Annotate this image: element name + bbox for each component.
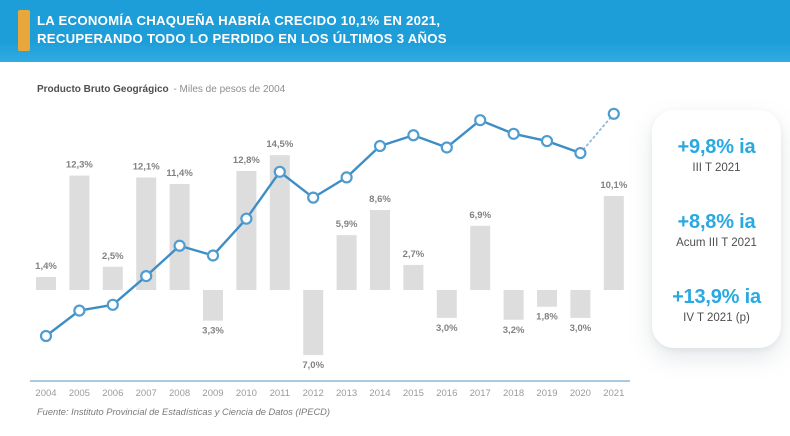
stat-block-acum-iii-t-2021: +8,8% ia Acum III T 2021 <box>656 211 777 249</box>
bar-label-2009: 3,3% <box>202 326 224 337</box>
line-marker-2011 <box>273 165 286 178</box>
x-tick-2007: 2007 <box>136 388 157 399</box>
x-tick-2010: 2010 <box>236 388 257 399</box>
line-marker-2006 <box>106 298 119 311</box>
x-tick-2014: 2014 <box>369 388 390 399</box>
bar-2017 <box>470 225 491 290</box>
chart-title-subtitle: - Miles de pesos de 2004 <box>173 84 286 95</box>
line-marker-2019 <box>540 134 554 148</box>
bar-label-2013: 5,9% <box>336 219 358 230</box>
line-marker-2015 <box>407 129 420 142</box>
stat-block-iv-t-2021: +13,9% ia IV T 2021 (p) <box>656 286 777 324</box>
x-tick-2006: 2006 <box>102 388 123 399</box>
line-marker-2017 <box>474 114 487 127</box>
bar-label-2018: 3,2% <box>503 325 525 336</box>
bar-2012 <box>303 290 324 356</box>
x-tick-2017: 2017 <box>470 388 491 399</box>
bar-2011 <box>269 155 290 290</box>
line-marker-2021 <box>607 107 620 120</box>
bar-label-2016: 3,0% <box>436 323 458 334</box>
line-marker-2014 <box>373 139 387 153</box>
line-marker-2013 <box>340 171 353 184</box>
stats-card: +9,8% ia III T 2021 +8,8% ia Acum III T … <box>652 110 781 348</box>
headline-line-1: LA ECONOMÍA CHAQUEÑA HABRÍA CRECIDO 10,1… <box>37 13 441 28</box>
bar-2010 <box>236 170 257 290</box>
bar-label-2007: 12,1% <box>133 161 160 172</box>
bar-label-2011: 14,5% <box>266 139 293 150</box>
line-marker-2009 <box>206 249 220 262</box>
x-tick-2005: 2005 <box>69 388 90 399</box>
line-marker-2012 <box>307 191 320 204</box>
bar-label-2020: 3,0% <box>570 323 592 334</box>
pbg-combo-chart: 1,4% 12,3% 2,5% 12,1% 11,4% 3,3% 12,8% 14,5% 7,0… <box>30 107 630 399</box>
bar-label-2004: 1,4% <box>35 261 57 272</box>
stat-value: +9,8% ia <box>677 136 756 158</box>
headline-line-2: RECUPERANDO TODO LO PERDIDO EN LOS ÚLTIM… <box>37 31 447 46</box>
pbg-level-line-projection <box>579 112 615 154</box>
bar-2015 <box>403 264 424 290</box>
bar-2013 <box>336 235 357 290</box>
line-marker-2016 <box>440 141 453 154</box>
stat-label: IV T 2021 (p) <box>683 312 750 324</box>
x-tick-2020: 2020 <box>570 388 591 399</box>
bar-label-2014: 8,6% <box>369 194 391 205</box>
bar-label-2019: 1,8% <box>536 312 558 323</box>
bar-label-2017: 6,9% <box>469 210 491 221</box>
bar-label-2015: 2,7% <box>403 249 425 260</box>
x-tick-2018: 2018 <box>503 388 524 399</box>
x-tick-2009: 2009 <box>202 388 223 399</box>
line-marker-2004 <box>39 329 53 343</box>
header-accent-bar <box>18 10 30 51</box>
source-note: Fuente: Instituto Provincial de Estadíst… <box>37 407 330 417</box>
stat-value: +8,8% ia <box>677 211 756 233</box>
bar-2007 <box>136 177 157 290</box>
x-tick-2008: 2008 <box>169 388 190 399</box>
line-marker-2005 <box>73 304 86 317</box>
chart-title: Producto Bruto Geográgico - Miles de pes… <box>37 84 285 95</box>
x-tick-2015: 2015 <box>403 388 424 399</box>
bar-2021 <box>603 196 624 290</box>
stat-label: III T 2021 <box>692 162 741 174</box>
bar-2018 <box>503 290 524 320</box>
line-marker-2020 <box>574 146 587 160</box>
bar-label-2008: 11,4% <box>166 168 193 179</box>
stat-label: Acum III T 2021 <box>676 237 757 249</box>
bar-2020 <box>570 290 591 318</box>
bar-label-2006: 2,5% <box>102 251 124 262</box>
bar-2006 <box>102 266 123 290</box>
bar-2016 <box>436 290 457 318</box>
stat-block-iii-t-2021: +9,8% ia III T 2021 <box>656 136 777 174</box>
bar-2005 <box>69 175 90 290</box>
x-tick-2011: 2011 <box>270 388 290 399</box>
headline: LA ECONOMÍA CHAQUEÑA HABRÍA CRECIDO 10,1… <box>37 12 447 48</box>
bar-label-2021: 10,1% <box>600 180 627 191</box>
bar-label-2010: 12,8% <box>233 155 260 166</box>
bar-label-2012: 7,0% <box>302 360 324 371</box>
bar-2009 <box>203 290 223 321</box>
chart-title-main: Producto Bruto Geográgico <box>37 84 169 95</box>
line-marker-2018 <box>507 127 520 140</box>
x-tick-2019: 2019 <box>536 388 557 399</box>
line-marker-2008 <box>173 239 186 252</box>
x-tick-2012: 2012 <box>303 388 324 399</box>
bar-label-2005: 12,3% <box>66 160 93 171</box>
bar-2019 <box>537 290 557 307</box>
line-marker-2007 <box>140 270 153 283</box>
x-tick-2013: 2013 <box>336 388 357 399</box>
header-banner: LA ECONOMÍA CHAQUEÑA HABRÍA CRECIDO 10,1… <box>0 0 790 62</box>
stat-value: +13,9% ia <box>672 286 761 308</box>
x-tick-2016: 2016 <box>436 388 457 399</box>
x-tick-2021: 2021 <box>603 388 624 399</box>
bar-2004 <box>36 276 56 290</box>
bar-2014 <box>370 210 390 290</box>
bar-2008 <box>169 183 190 290</box>
line-marker-2010 <box>240 212 253 225</box>
x-tick-2004: 2004 <box>35 388 56 399</box>
